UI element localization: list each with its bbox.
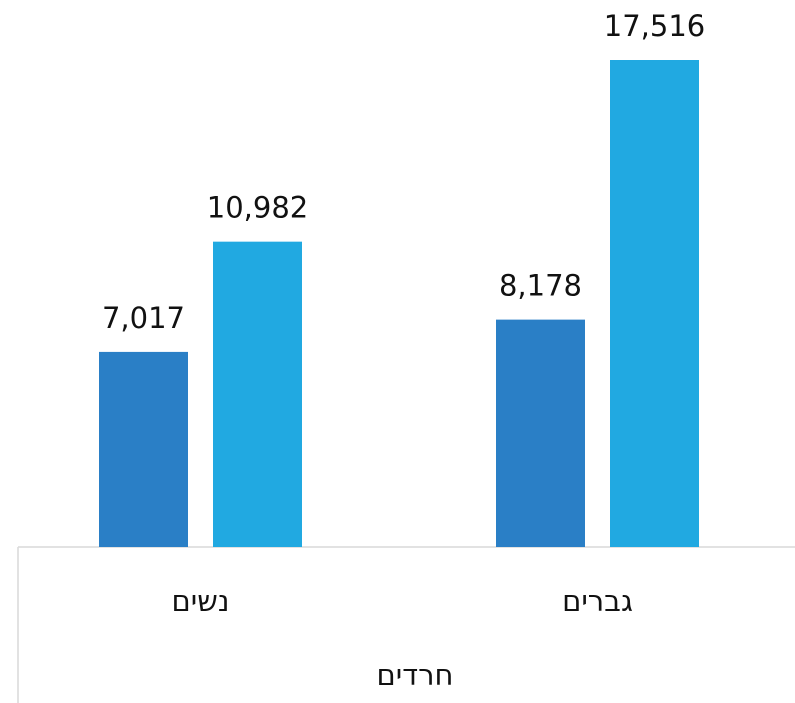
bar xyxy=(213,241,302,548)
x-tick-label: נשים xyxy=(172,584,230,618)
value-label: 8,178 xyxy=(499,269,582,303)
bar xyxy=(496,319,585,547)
value-label: 7,017 xyxy=(102,301,185,335)
bar xyxy=(99,351,188,547)
bar xyxy=(610,60,699,547)
x-tick-label: גברים xyxy=(562,584,633,618)
group-label: חרדים xyxy=(377,658,454,692)
value-label: 10,982 xyxy=(207,191,308,225)
value-label: 17,516 xyxy=(604,9,705,43)
